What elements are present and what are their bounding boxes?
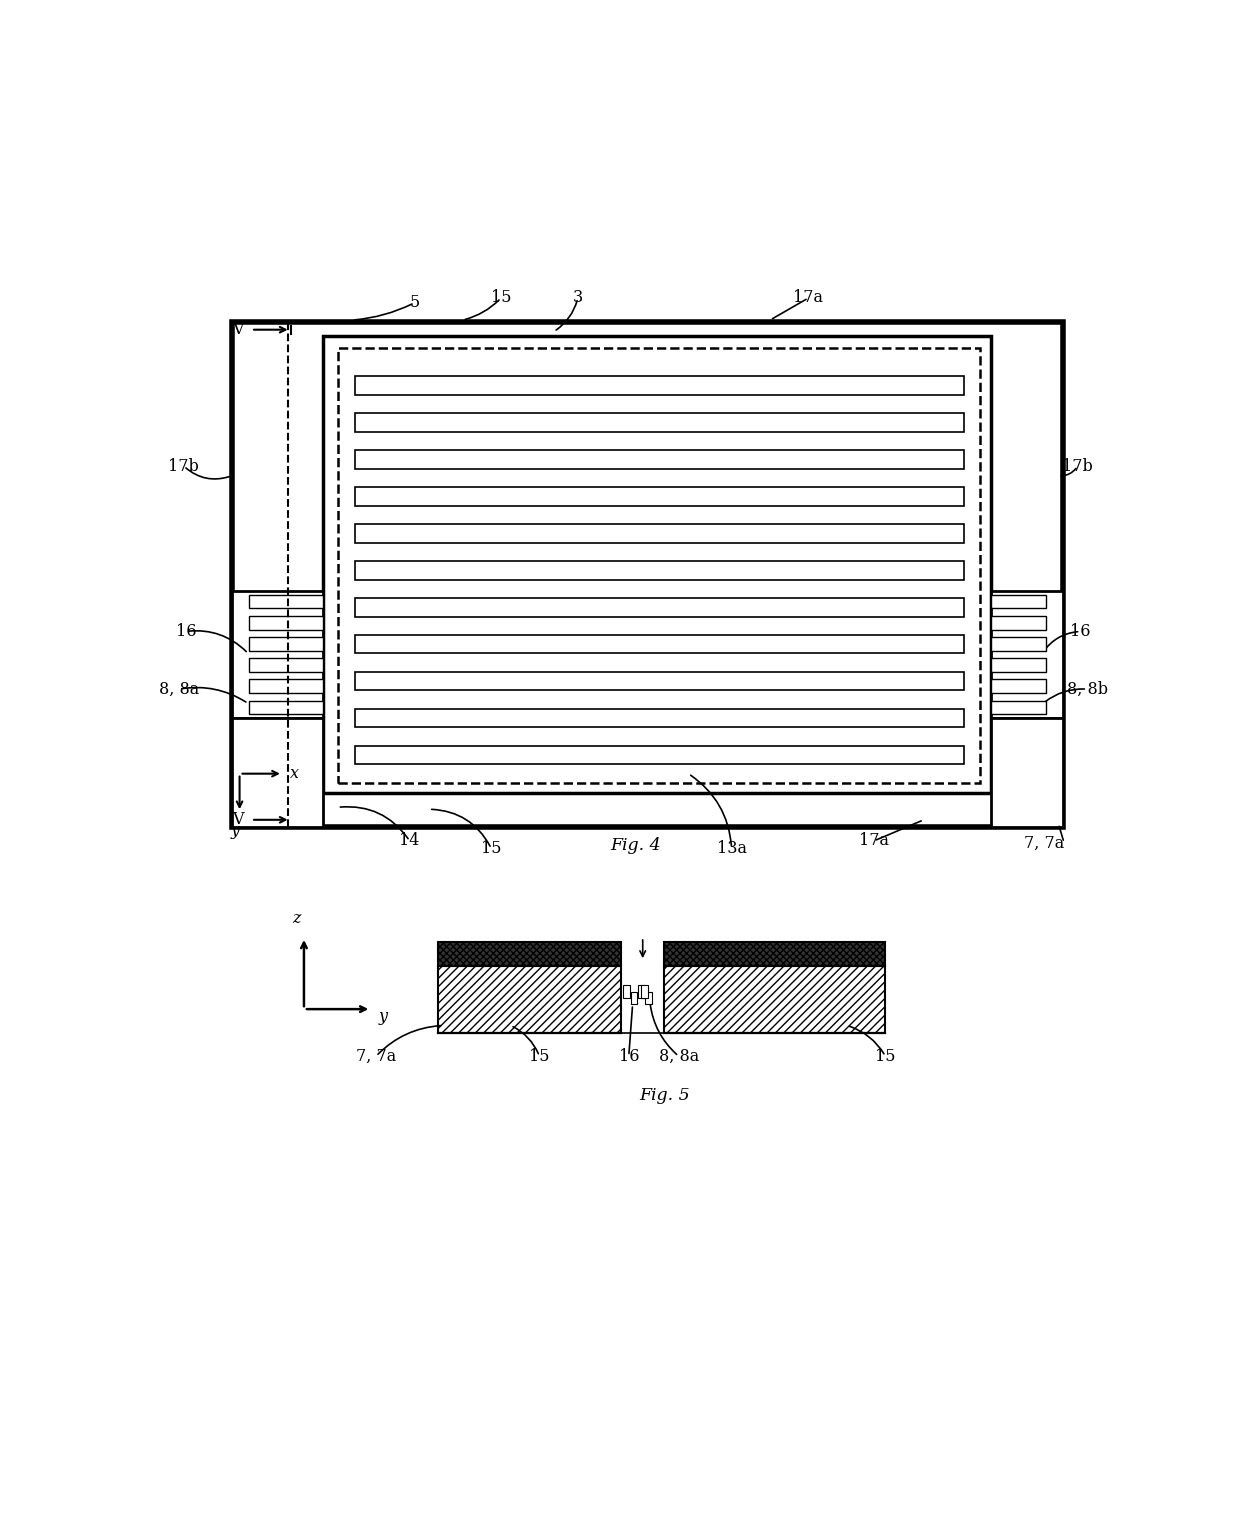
Text: 16: 16 (1070, 623, 1091, 640)
Bar (665, 943, 885, 965)
Text: V: V (232, 811, 243, 828)
Bar (355, 635, 965, 654)
Text: 15: 15 (491, 289, 511, 307)
Bar (337, 348, 980, 784)
Bar (991, 637, 1045, 651)
Text: 8, 8b: 8, 8b (1066, 681, 1107, 697)
Bar (641, 985, 647, 999)
Text: Fig. 5: Fig. 5 (639, 1088, 689, 1104)
Text: 15: 15 (481, 840, 502, 858)
Bar (645, 991, 652, 1005)
Text: 15: 15 (875, 1047, 895, 1065)
Text: 16: 16 (176, 623, 196, 640)
Text: 7, 7a: 7, 7a (1024, 834, 1064, 852)
Bar (249, 616, 324, 629)
Bar (991, 679, 1045, 693)
Bar (355, 413, 965, 431)
Text: 17b: 17b (169, 457, 200, 475)
Bar (355, 451, 965, 469)
Bar (355, 561, 965, 579)
Bar (991, 595, 1045, 608)
Text: 17a: 17a (794, 289, 823, 307)
Bar (991, 719, 1063, 826)
Bar (991, 592, 1063, 719)
Bar (249, 595, 324, 608)
Bar (639, 985, 645, 999)
Text: 8, 8a: 8, 8a (658, 1047, 699, 1065)
Bar (355, 598, 965, 616)
Text: V: V (232, 321, 243, 339)
Bar (232, 719, 324, 826)
Bar (991, 616, 1045, 629)
Text: 3: 3 (573, 289, 583, 307)
Bar (249, 679, 324, 693)
Bar (324, 336, 991, 793)
Text: 8, 8a: 8, 8a (159, 681, 200, 697)
Bar (355, 710, 965, 728)
Bar (249, 701, 324, 714)
Text: 15: 15 (529, 1047, 549, 1065)
Bar (355, 746, 965, 764)
Bar (355, 377, 965, 395)
Bar (355, 487, 965, 505)
Bar (439, 965, 621, 1033)
Bar (665, 965, 885, 1033)
Text: 17a: 17a (859, 832, 889, 849)
Text: z: z (293, 911, 300, 927)
Text: y: y (379, 1008, 388, 1026)
Text: Fig. 4: Fig. 4 (610, 837, 661, 855)
Text: y: y (231, 822, 239, 838)
Bar (991, 658, 1045, 672)
Text: x: x (289, 766, 299, 782)
Text: 14: 14 (399, 832, 420, 849)
Bar (991, 701, 1045, 714)
Bar (355, 672, 965, 690)
Bar (232, 322, 1063, 826)
Text: 5: 5 (409, 295, 419, 312)
Text: 7, 7a: 7, 7a (356, 1047, 396, 1065)
Bar (232, 592, 324, 719)
Bar (439, 943, 621, 965)
Bar (249, 637, 324, 651)
Bar (622, 985, 630, 999)
Text: 16: 16 (619, 1047, 639, 1065)
Bar (355, 523, 965, 543)
Text: 17b: 17b (1063, 457, 1092, 475)
Bar (249, 658, 324, 672)
Bar (631, 991, 637, 1005)
Text: 13a: 13a (717, 840, 746, 858)
